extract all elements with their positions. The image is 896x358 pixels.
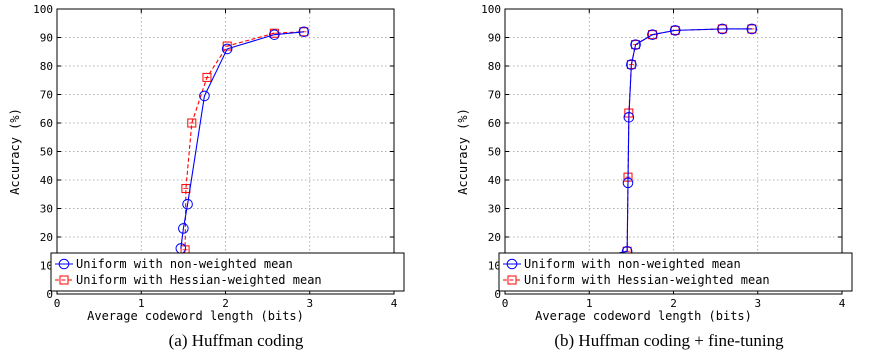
legend-marker-circle <box>506 258 518 270</box>
grid-group <box>505 9 842 294</box>
data-point-non-weighted <box>630 39 641 50</box>
y-tick-label: 40 <box>40 174 53 187</box>
y-tick-label: 0 <box>46 288 53 301</box>
x-tick-label: 2 <box>670 297 677 310</box>
data-point-non-weighted <box>298 26 310 38</box>
legend-label: Uniform with Hessian-weighted mean <box>76 273 322 287</box>
y-tick-label: 60 <box>40 117 53 130</box>
y-tick-label: 70 <box>40 89 53 102</box>
y-tick-label: 50 <box>488 146 501 159</box>
y-tick-label: 10 <box>40 260 53 273</box>
series-line-non-weighted <box>587 28 752 261</box>
series-line-hessian-weighted <box>181 31 304 266</box>
legend-marker-square <box>507 275 517 285</box>
y-tick-label: 100 <box>481 3 501 16</box>
x-axis-label: Average codeword length (bits) <box>535 309 752 323</box>
data-point-non-weighted <box>221 43 233 55</box>
x-tick-label: 3 <box>754 297 761 310</box>
x-tick-label: 4 <box>391 297 398 310</box>
x-tick-label: 0 <box>502 297 509 310</box>
data-point-non-weighted <box>623 112 635 123</box>
data-point-hessian-weighted <box>269 28 279 38</box>
y-tick-label: 70 <box>488 89 501 102</box>
legend-marker-square <box>59 275 69 285</box>
x-tick-label: 0 <box>54 297 61 310</box>
y-tick-label: 90 <box>488 32 501 45</box>
y-tick-label: 80 <box>488 60 501 73</box>
caption-a: (a) Huffman coding <box>168 331 304 350</box>
y-tick-label: 0 <box>494 288 501 301</box>
series-line-hessian-weighted <box>587 28 752 261</box>
y-axis-label: Accuracy (%) <box>456 108 470 195</box>
caption-b: (b) Huffman coding + fine-tuning <box>554 331 784 350</box>
data-point-hessian-weighted <box>631 40 641 50</box>
y-tick-label: 90 <box>40 32 53 45</box>
data-point-non-weighted <box>647 29 658 40</box>
y-tick-label: 30 <box>488 203 501 216</box>
data-point-hessian-weighted <box>187 118 197 128</box>
y-tick-label: 40 <box>488 174 501 187</box>
x-tick-label: 3 <box>306 297 313 310</box>
data-point-non-weighted <box>182 198 193 210</box>
data-point-non-weighted <box>669 25 681 36</box>
data-point-non-weighted <box>626 59 637 70</box>
y-axis-label: Accuracy (%) <box>8 108 22 195</box>
y-tick-label: 10 <box>488 260 501 273</box>
legend-label: Uniform with non-weighted mean <box>76 257 293 271</box>
y-tick-label: 30 <box>40 203 53 216</box>
y-tick-label: 100 <box>33 3 53 16</box>
y-tick-label: 50 <box>40 146 53 159</box>
legend-label: Uniform with non-weighted mean <box>524 257 741 271</box>
x-tick-label: 1 <box>586 297 593 310</box>
data-point-non-weighted <box>746 23 758 35</box>
y-tick-label: 60 <box>488 117 501 130</box>
y-tick-label: 20 <box>40 231 53 244</box>
x-tick-label: 2 <box>222 297 229 310</box>
legend: Uniform with non-weighted mean Uniform wi… <box>50 252 405 292</box>
x-axis-label: Average codeword length (bits) <box>87 309 304 323</box>
legend-label: Uniform with Hessian-weighted mean <box>524 273 770 287</box>
y-tick-label: 20 <box>488 231 501 244</box>
legend: Uniform with non-weighted mean Uniform wi… <box>498 252 853 292</box>
legend-box <box>498 252 853 292</box>
legend-box <box>50 252 405 292</box>
data-point-non-weighted <box>717 23 728 35</box>
data-point-non-weighted <box>622 177 634 189</box>
x-tick-label: 4 <box>839 297 846 310</box>
x-tick-label: 1 <box>138 297 145 310</box>
data-point-non-weighted <box>199 90 210 102</box>
data-point-hessian-weighted <box>202 72 212 82</box>
legend-marker-circle <box>58 258 70 270</box>
data-point-hessian-weighted <box>647 30 657 40</box>
series-line-non-weighted <box>180 31 304 249</box>
data-point-non-weighted <box>269 29 280 40</box>
data-point-non-weighted <box>178 223 189 234</box>
y-tick-label: 80 <box>40 60 53 73</box>
